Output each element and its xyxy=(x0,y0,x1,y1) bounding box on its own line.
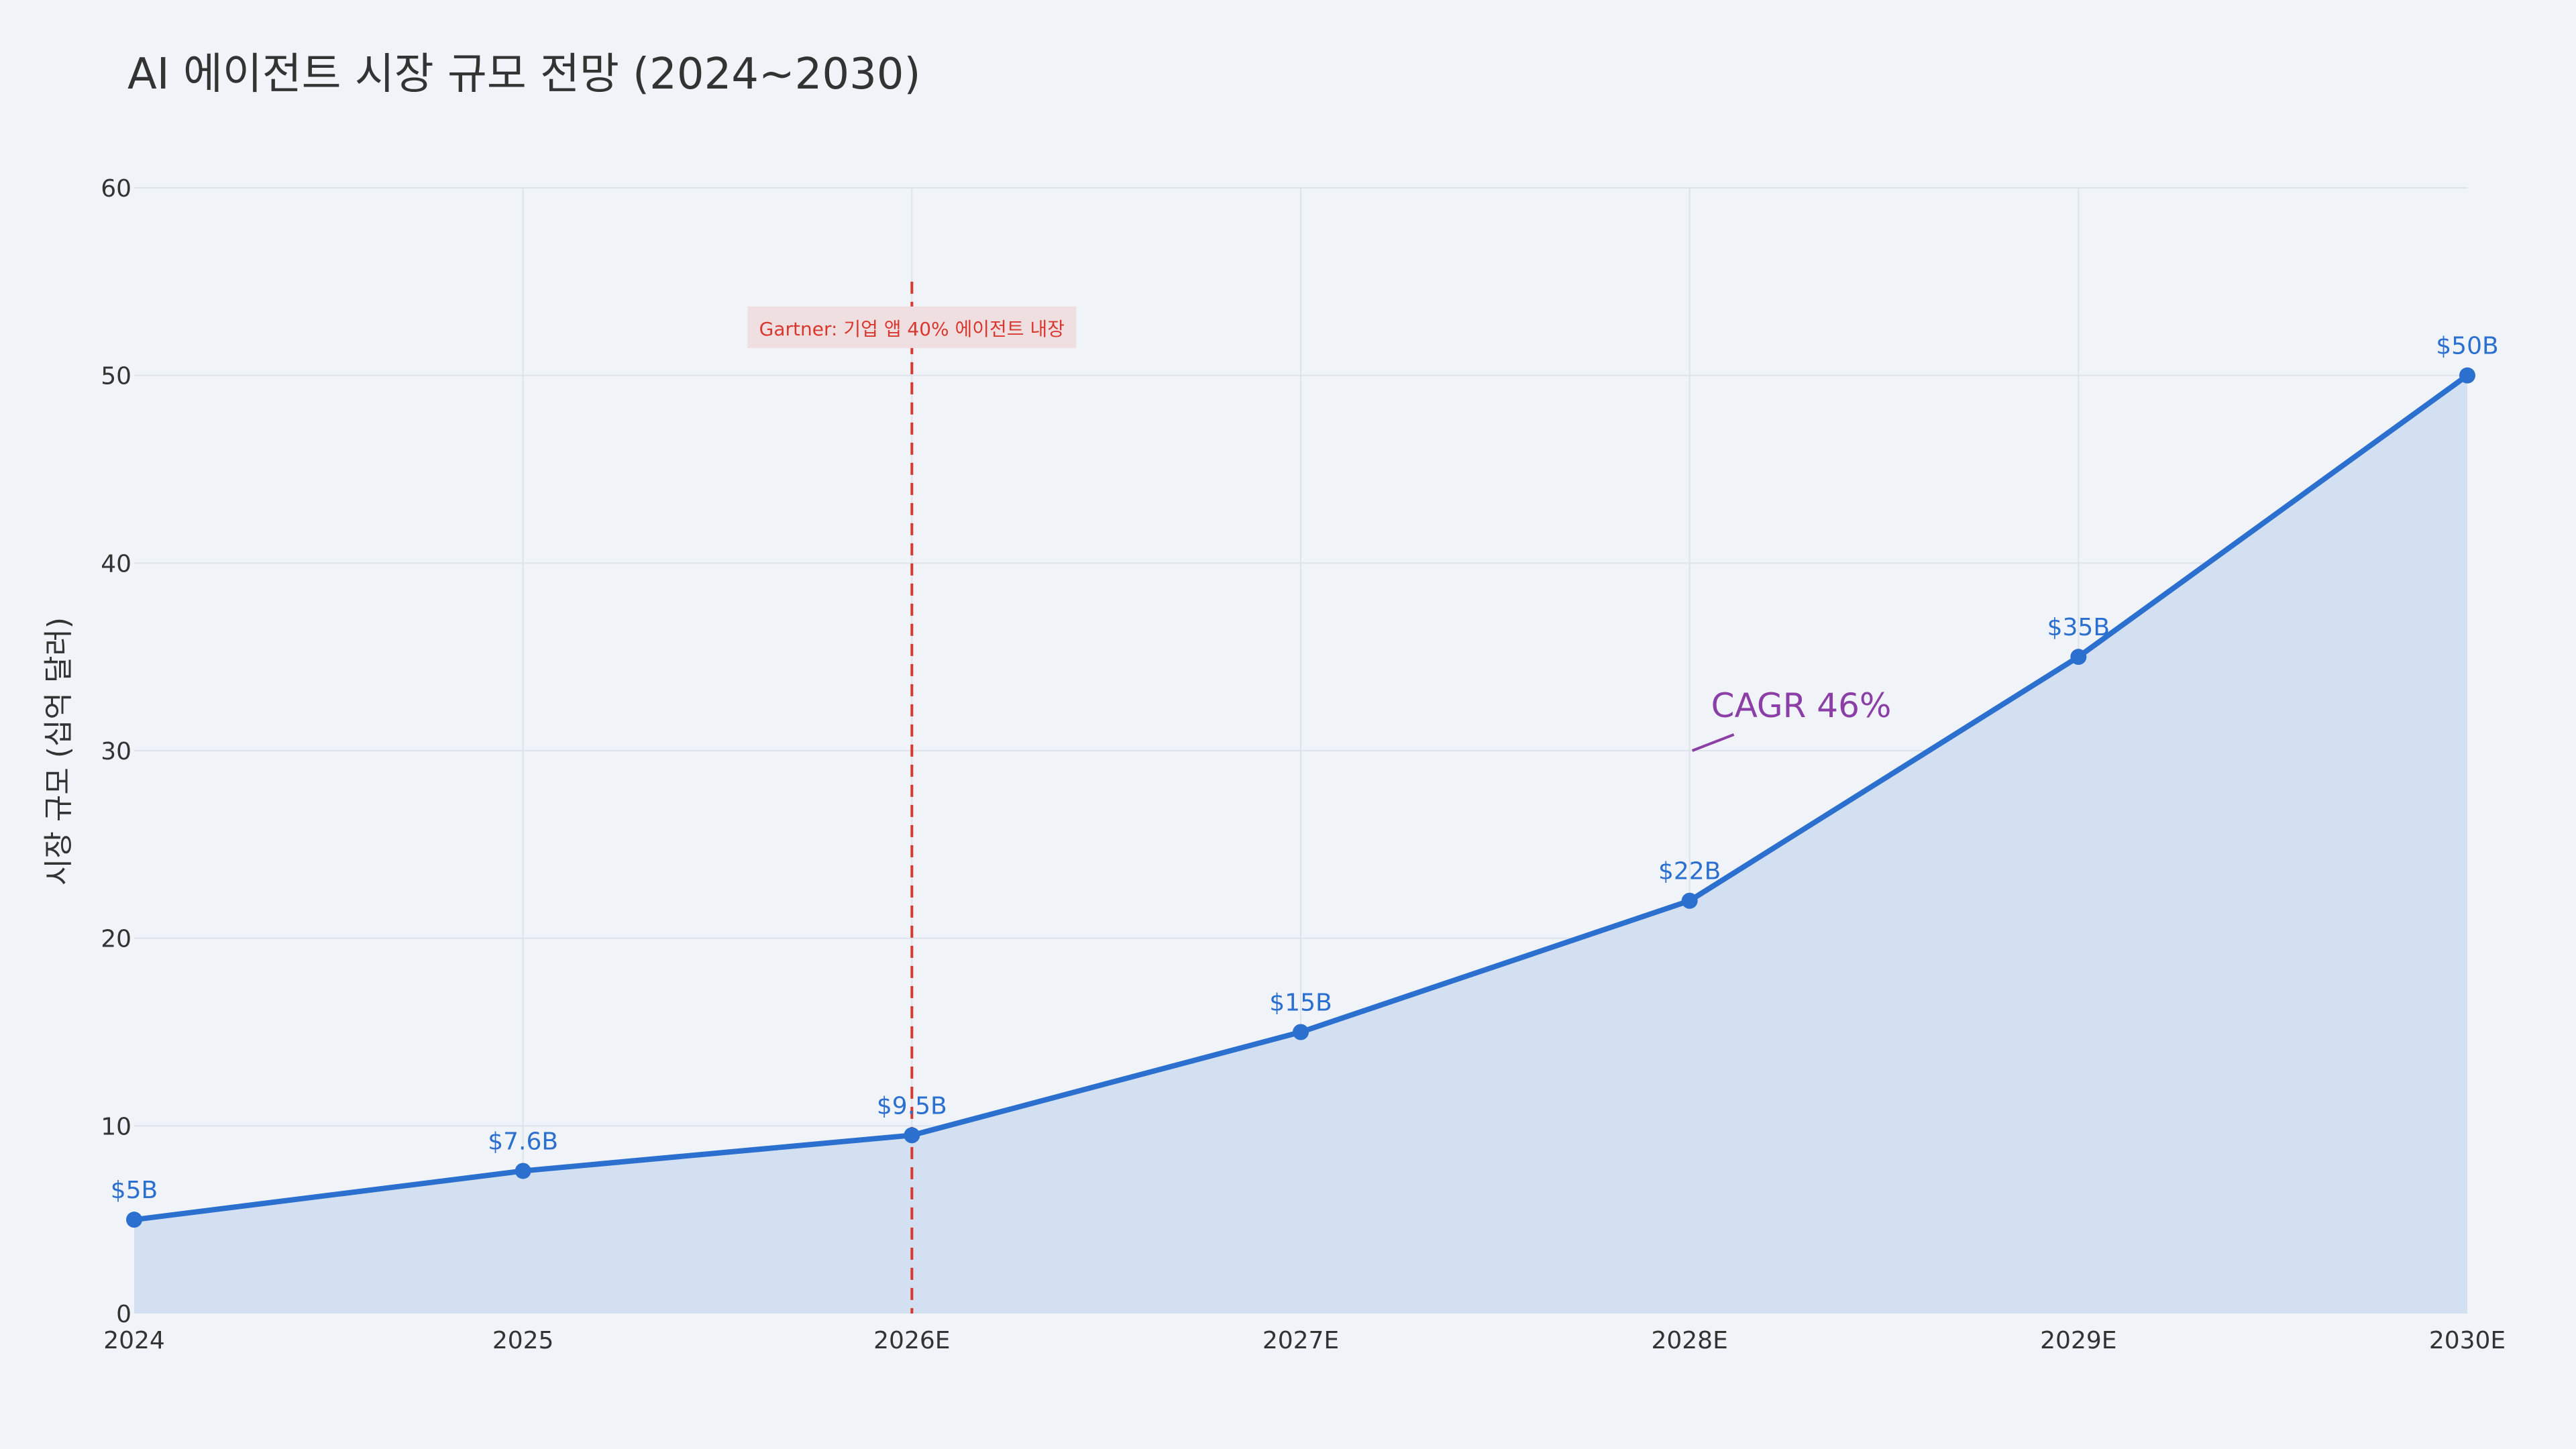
vline-layer: Gartner: 기업 앱 40% 에이전트 내장 xyxy=(747,281,1077,1313)
annotation-layer: CAGR 46% xyxy=(1691,686,1892,752)
grid xyxy=(134,187,2467,1313)
reference-label-box xyxy=(747,306,1077,348)
x-tick-label: 2029E xyxy=(2040,1327,2116,1354)
data-label: $7.6B xyxy=(488,1128,558,1155)
annotation-text: CAGR 46% xyxy=(1711,686,1892,725)
y-tick-label: 60 xyxy=(101,175,131,203)
y-ticks: 0 10 20 30 40 50 60 xyxy=(101,175,131,1328)
annotation-arrow xyxy=(1691,733,1735,752)
data-label: $22B xyxy=(1658,858,1721,885)
chart-title: AI 에이전트 시장 규모 전망 (2024~2030) xyxy=(127,50,921,99)
data-point xyxy=(515,1163,531,1179)
data-label: $35B xyxy=(2047,614,2110,641)
y-tick-label: 10 xyxy=(101,1113,131,1140)
data-point xyxy=(126,1212,142,1228)
data-point xyxy=(1293,1024,1309,1040)
y-tick-label: 40 xyxy=(101,550,131,578)
x-tick-label: 2030E xyxy=(2429,1327,2506,1354)
area-layer xyxy=(134,375,2467,1313)
y-tick-label: 20 xyxy=(101,926,131,953)
x-tick-label: 2027E xyxy=(1263,1327,1339,1354)
reference-label: Gartner: 기업 앱 40% 에이전트 내장 xyxy=(759,318,1065,340)
data-point xyxy=(1681,892,1698,909)
data-label: $15B xyxy=(1269,989,1332,1017)
y-tick-label: 30 xyxy=(101,738,131,765)
x-tick-label: 2025 xyxy=(492,1327,554,1354)
data-point xyxy=(2070,649,2087,665)
x-tick-label: 2024 xyxy=(103,1327,165,1354)
data-label: $5B xyxy=(111,1177,158,1204)
y-tick-label: 50 xyxy=(101,363,131,390)
x-tick-label: 2028E xyxy=(1651,1327,1727,1354)
x-tick-label: 2026E xyxy=(873,1327,950,1354)
data-label: $50B xyxy=(2436,333,2498,360)
x-ticks: 2024 2025 2026E 2027E 2028E 2029E 2030E xyxy=(103,1327,2506,1354)
y-tick-label: 0 xyxy=(116,1301,131,1328)
marker-layer xyxy=(126,367,2475,1228)
y-axis-label: 시장 규모 (십억 달러) xyxy=(42,617,76,885)
data-point xyxy=(2459,367,2475,384)
data-point xyxy=(904,1127,920,1144)
area-fill xyxy=(134,375,2467,1313)
data-label: $9.5B xyxy=(877,1092,947,1120)
label-layer: $5B $7.6B $9.5B $15B $22B $35B $50B xyxy=(111,333,2499,1204)
